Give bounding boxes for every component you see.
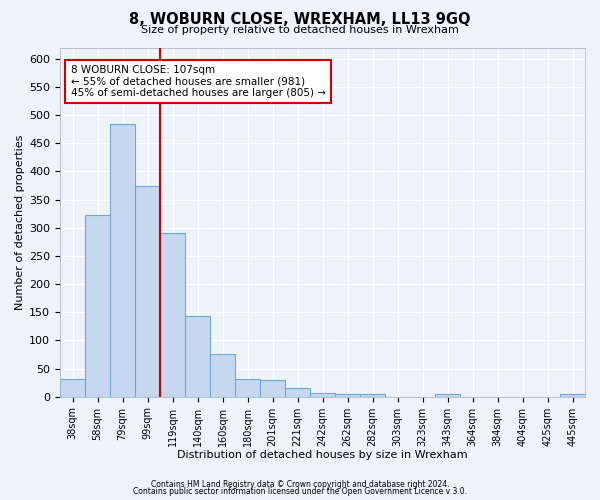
Bar [310,393,335,396]
Bar [210,354,235,397]
Text: Contains public sector information licensed under the Open Government Licence v : Contains public sector information licen… [133,488,467,496]
Y-axis label: Number of detached properties: Number of detached properties [15,134,25,310]
Bar [60,378,85,396]
Bar [285,388,310,396]
Bar [235,380,260,396]
Bar [335,394,360,396]
Bar [435,394,460,396]
Bar [85,215,110,396]
Text: 8, WOBURN CLOSE, WREXHAM, LL13 9GQ: 8, WOBURN CLOSE, WREXHAM, LL13 9GQ [129,12,471,28]
Text: Size of property relative to detached houses in Wrexham: Size of property relative to detached ho… [141,25,459,35]
Text: 8 WOBURN CLOSE: 107sqm
← 55% of detached houses are smaller (981)
45% of semi-de: 8 WOBURN CLOSE: 107sqm ← 55% of detached… [71,65,326,98]
X-axis label: Distribution of detached houses by size in Wrexham: Distribution of detached houses by size … [177,450,468,460]
Bar [360,394,385,396]
Bar [135,186,160,396]
Bar [160,234,185,396]
Bar [185,316,210,396]
Bar [560,394,585,396]
Text: Contains HM Land Registry data © Crown copyright and database right 2024.: Contains HM Land Registry data © Crown c… [151,480,449,489]
Bar [260,380,285,396]
Bar [110,124,135,396]
